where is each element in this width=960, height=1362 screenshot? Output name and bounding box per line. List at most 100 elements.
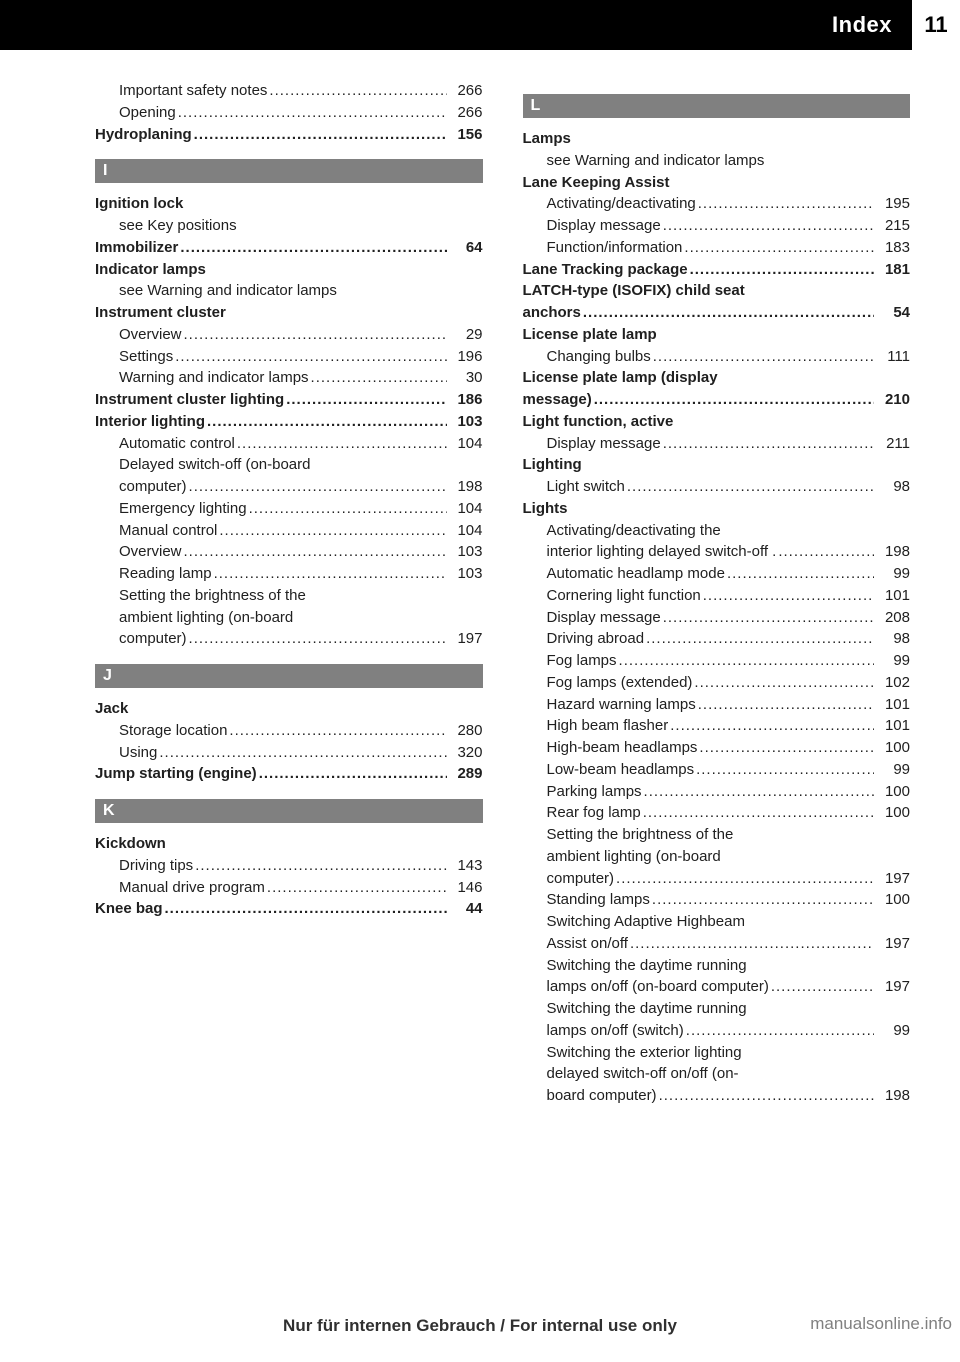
index-entry: High-beam headlamps ....................… bbox=[523, 737, 911, 759]
index-entry: Manual drive program ...................… bbox=[95, 877, 483, 899]
leader-dots: ........................................… bbox=[727, 563, 874, 585]
index-label: Display message bbox=[547, 607, 661, 629]
index-page-number: 98 bbox=[876, 476, 910, 498]
index-page-number: 181 bbox=[876, 259, 910, 281]
index-label: Display message bbox=[547, 215, 661, 237]
index-label: Lighting bbox=[523, 454, 582, 476]
index-entry: Display message ........................… bbox=[523, 607, 911, 629]
index-page-number: 104 bbox=[449, 433, 483, 455]
index-entry: Instrument cluster lighting ............… bbox=[95, 389, 483, 411]
index-entry: interior lighting delayed switch-off . .… bbox=[523, 541, 911, 563]
header-bar: Index 11 bbox=[0, 0, 960, 50]
index-page-number: 54 bbox=[876, 302, 910, 324]
index-label: Knee bag bbox=[95, 898, 163, 920]
index-entry: Automatic headlamp mode ................… bbox=[523, 563, 911, 585]
leader-dots: ........................................… bbox=[659, 1085, 874, 1107]
index-page-number: 111 bbox=[876, 346, 910, 368]
index-label: Assist on/off bbox=[547, 933, 628, 955]
leader-dots: ........................................… bbox=[694, 672, 874, 694]
leader-dots: ........................................… bbox=[229, 720, 446, 742]
index-line: Lighting bbox=[523, 454, 911, 476]
index-line: License plate lamp bbox=[523, 324, 911, 346]
leader-dots: ........................................… bbox=[195, 855, 446, 877]
index-page-number: 280 bbox=[449, 720, 483, 742]
index-label: Delayed switch-off (on-board bbox=[119, 454, 310, 476]
index-page-number: 101 bbox=[876, 715, 910, 737]
index-label: Reading lamp bbox=[119, 563, 212, 585]
index-entry: Parking lamps ..........................… bbox=[523, 781, 911, 803]
index-page-number: 197 bbox=[876, 933, 910, 955]
index-line: see Warning and indicator lamps bbox=[95, 280, 483, 302]
index-label: Setting the brightness of the bbox=[547, 824, 734, 846]
index-line: Light function, active bbox=[523, 411, 911, 433]
index-label: Activating/deactivating the bbox=[547, 520, 721, 542]
index-page-number: 100 bbox=[876, 802, 910, 824]
section-header: I bbox=[95, 159, 483, 183]
index-entry: Storage location .......................… bbox=[95, 720, 483, 742]
index-label: interior lighting delayed switch-off . bbox=[547, 541, 777, 563]
index-page-number: 156 bbox=[449, 124, 483, 146]
index-page-number: 99 bbox=[876, 650, 910, 672]
index-line: Setting the brightness of the bbox=[523, 824, 911, 846]
index-entry: Overview ...............................… bbox=[95, 324, 483, 346]
leader-dots: ........................................… bbox=[189, 476, 447, 498]
index-label: Switching the exterior lighting bbox=[547, 1042, 742, 1064]
index-label: Kickdown bbox=[95, 833, 166, 855]
index-entry: Fog lamps ..............................… bbox=[523, 650, 911, 672]
leader-dots: ........................................… bbox=[214, 563, 447, 585]
index-line: ambient lighting (on-board bbox=[523, 846, 911, 868]
index-page-number: 198 bbox=[449, 476, 483, 498]
leader-dots: ........................................… bbox=[267, 877, 447, 899]
index-label: computer) bbox=[119, 476, 187, 498]
index-page-number: 98 bbox=[876, 628, 910, 650]
index-label: Emergency lighting bbox=[119, 498, 247, 520]
index-label: Light function, active bbox=[523, 411, 674, 433]
index-label: Using bbox=[119, 742, 157, 764]
index-label: Automatic headlamp mode bbox=[547, 563, 725, 585]
leader-dots: ........................................… bbox=[269, 80, 446, 102]
page-number: 11 bbox=[912, 0, 960, 50]
index-label: Settings bbox=[119, 346, 173, 368]
index-page-number: 195 bbox=[876, 193, 910, 215]
index-entry: anchors ................................… bbox=[523, 302, 911, 324]
index-line: see Warning and indicator lamps bbox=[523, 150, 911, 172]
index-page-number: 196 bbox=[449, 346, 483, 368]
index-label: Instrument cluster bbox=[95, 302, 226, 324]
leader-dots: ........................................… bbox=[630, 933, 874, 955]
index-page-number: 208 bbox=[876, 607, 910, 629]
index-label: anchors bbox=[523, 302, 581, 324]
index-label: Low-beam headlamps bbox=[547, 759, 695, 781]
index-label: Ignition lock bbox=[95, 193, 183, 215]
index-label: Switching the daytime running bbox=[547, 955, 747, 977]
index-line: Delayed switch-off (on-board bbox=[95, 454, 483, 476]
index-label: Opening bbox=[119, 102, 176, 124]
index-entry: Settings ...............................… bbox=[95, 346, 483, 368]
leader-dots: ........................................… bbox=[286, 389, 446, 411]
leader-dots: ........................................… bbox=[594, 389, 874, 411]
leader-dots: ........................................… bbox=[686, 1020, 874, 1042]
index-page-number: 102 bbox=[876, 672, 910, 694]
index-entry: Immobilizer ............................… bbox=[95, 237, 483, 259]
index-label: Jack bbox=[95, 698, 128, 720]
index-entry: Rear fog lamp ..........................… bbox=[523, 802, 911, 824]
index-label: Switching Adaptive Highbeam bbox=[547, 911, 745, 933]
index-page-number: 183 bbox=[876, 237, 910, 259]
index-page-number: 186 bbox=[449, 389, 483, 411]
leader-dots: ........................................… bbox=[184, 541, 447, 563]
leader-dots: ........................................… bbox=[175, 346, 446, 368]
index-label: Light switch bbox=[547, 476, 625, 498]
index-label: Manual control bbox=[119, 520, 217, 542]
index-label: see Key positions bbox=[119, 215, 237, 237]
index-line: LATCH-type (ISOFIX) child seat bbox=[523, 280, 911, 302]
leader-dots: ........................................… bbox=[663, 607, 874, 629]
index-label: Activating/deactivating bbox=[547, 193, 696, 215]
index-label: Lamps bbox=[523, 128, 571, 150]
index-entry: Knee bag ...............................… bbox=[95, 898, 483, 920]
index-entry: computer) ..............................… bbox=[523, 868, 911, 890]
index-label: computer) bbox=[547, 868, 615, 890]
index-page-number: 44 bbox=[449, 898, 483, 920]
index-line: Activating/deactivating the bbox=[523, 520, 911, 542]
index-label: lamps on/off (on-board computer) bbox=[547, 976, 769, 998]
index-label: ambient lighting (on-board bbox=[547, 846, 721, 868]
leader-dots: ........................................… bbox=[643, 802, 874, 824]
